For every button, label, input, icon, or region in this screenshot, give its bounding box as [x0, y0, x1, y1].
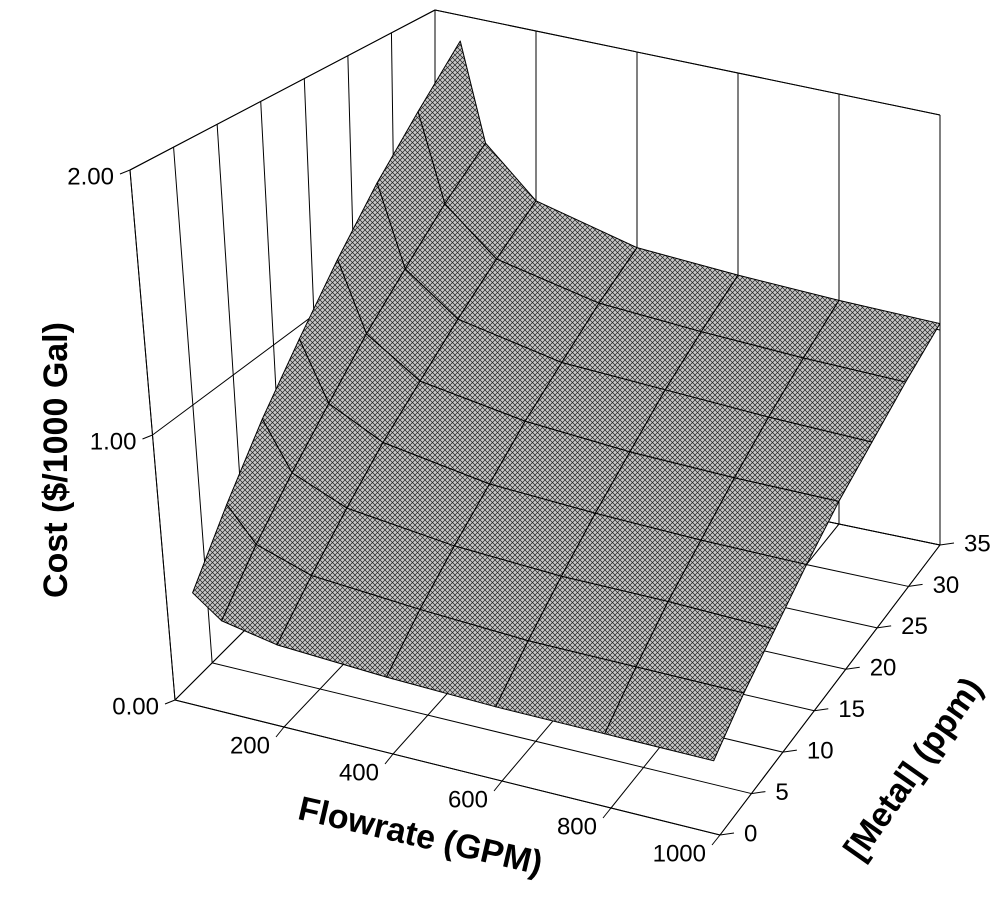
labels: 0.00 1.00 2.00 200 400 600 800 1000 05 1015202530…: [67, 163, 990, 867]
y-tick-label: 30: [933, 572, 960, 599]
y-tick-label: 5: [775, 779, 788, 806]
y-tick-label: 15: [838, 696, 865, 723]
grid-line: [212, 662, 752, 795]
tick-mark: [142, 434, 153, 440]
x-tick-label: 400: [339, 759, 379, 786]
tick-mark: [782, 749, 797, 753]
tick-mark: [711, 834, 721, 846]
z-tick-label: 0.00: [112, 693, 159, 720]
y-tick-label: 0: [744, 820, 757, 847]
tick-mark: [814, 708, 829, 712]
tick-mark: [939, 542, 955, 546]
surface-cell: [604, 666, 745, 762]
grid-line: [174, 699, 721, 836]
tick-mark: [877, 625, 892, 629]
y-tick-label: 35: [964, 530, 991, 557]
x-tick-label: 1000: [653, 840, 706, 867]
z-tick-label: 1.00: [90, 428, 137, 455]
tick-mark: [493, 780, 503, 792]
tick-mark: [119, 169, 131, 175]
grid-line: [129, 9, 436, 171]
grid-line: [719, 544, 941, 836]
x-tick-label: 800: [557, 813, 597, 840]
tick-mark: [719, 832, 735, 836]
y-tick-label: 25: [901, 613, 928, 640]
z-axis-title: Cost ($/1000 Gal): [37, 322, 75, 598]
tick-mark: [845, 666, 860, 670]
z-tick-label: 2.00: [67, 163, 114, 190]
tick-mark: [908, 583, 923, 587]
tick-mark: [751, 791, 766, 795]
tick-mark: [275, 726, 285, 738]
grid-line: [434, 9, 941, 116]
tick-mark: [164, 699, 176, 705]
tick-mark: [602, 807, 612, 819]
surface: [192, 40, 941, 762]
tick-mark: [384, 753, 394, 765]
x-tick-label: 600: [448, 786, 488, 813]
grid-line: [129, 169, 176, 701]
y-tick-label: 20: [870, 655, 897, 682]
y-tick-label: 10: [807, 737, 834, 764]
x-tick-label: 200: [230, 732, 270, 759]
x-axis-title: Flowrate (GPM): [295, 789, 547, 882]
